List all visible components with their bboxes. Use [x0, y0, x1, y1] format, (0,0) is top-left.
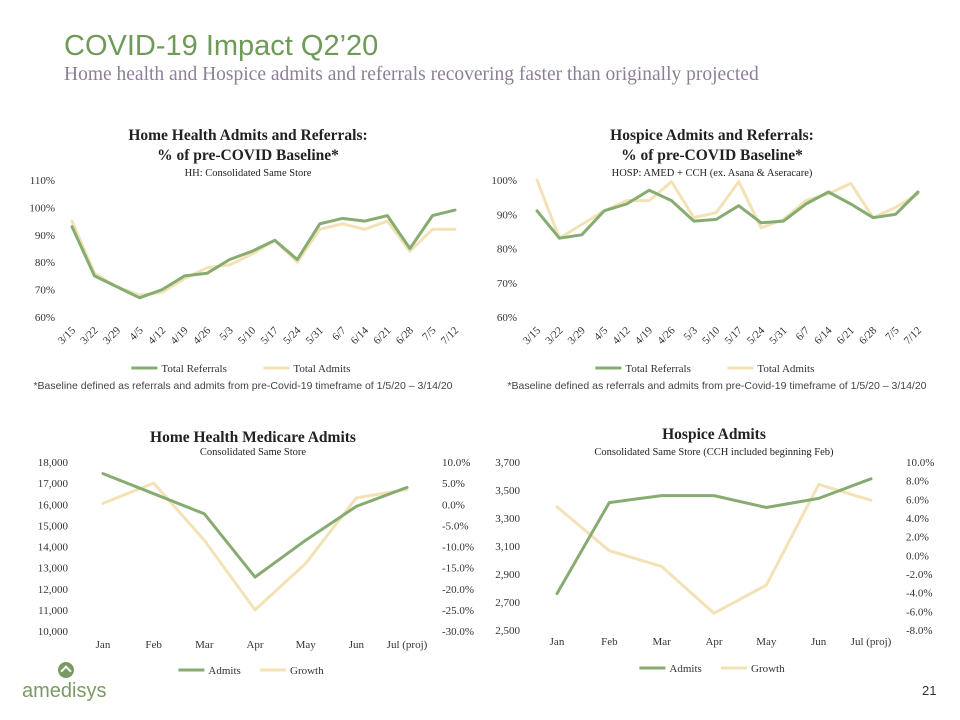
chart-title: Home Health Medicare Admits	[150, 429, 356, 446]
series-line-growth	[555, 482, 873, 615]
footnote-right: *Baseline defined as referrals and admit…	[507, 380, 927, 392]
y2-tick-label: -6.0%	[906, 606, 933, 618]
x-tick-label: Feb	[145, 639, 162, 651]
chart-title: Home Health Admits and Referrals:	[128, 127, 367, 144]
y2-tick-label: -4.0%	[906, 588, 933, 600]
x-tick-label: May	[296, 639, 317, 651]
series-line-total-referrals	[535, 188, 920, 240]
y-tick-label: 90%	[497, 209, 517, 221]
y-tick-label: 11,000	[38, 605, 68, 617]
y-tick-label: 2,700	[495, 597, 520, 609]
series-line-admits	[555, 477, 873, 596]
chart-title: Hospice Admits	[662, 426, 766, 443]
series-line-admits	[101, 472, 409, 579]
legend-label: Growth	[751, 663, 785, 675]
y2-tick-label: -8.0%	[906, 625, 933, 637]
chart-subtitle: Consolidated Same Store (CCH included be…	[594, 447, 834, 458]
x-tick-label: May	[756, 636, 777, 648]
y2-tick-label: 10.0%	[906, 457, 934, 469]
house-icon	[58, 662, 74, 678]
y2-tick-label: -20.0%	[442, 584, 474, 596]
legend-label: Total Admits	[757, 363, 814, 375]
x-tick-label: Jun	[811, 636, 827, 648]
y-tick-label: 80%	[497, 244, 517, 256]
y-tick-label: 12,000	[38, 584, 69, 596]
chart-title-line2: % of pre-COVID Baseline*	[621, 147, 803, 164]
series-line-growth	[101, 481, 409, 612]
y-tick-label: 18,000	[38, 457, 69, 469]
y-tick-label: 10,000	[38, 626, 69, 638]
slide-subtitle: Home health and Hospice admits and refer…	[64, 64, 759, 85]
y2-tick-label: 5.0%	[442, 478, 465, 490]
home-health-admits-referrals-chart: Home Health Admits and Referrals: % of pr…	[29, 127, 461, 375]
y-tick-label: 15,000	[38, 520, 69, 532]
legend-label: Total Referrals	[161, 363, 227, 375]
y-tick-label: 3,700	[495, 457, 520, 469]
y-tick-label: 60%	[497, 312, 517, 324]
chart-title: Hospice Admits and Referrals:	[610, 127, 814, 144]
y-tick-label: 3,300	[495, 513, 520, 525]
y2-tick-label: 0.0%	[442, 499, 465, 511]
legend-label: Total Admits	[293, 363, 350, 375]
hospice-admits-referrals-chart: Hospice Admits and Referrals: % of pre-CO…	[491, 127, 924, 375]
y-tick-label: 60%	[35, 312, 55, 324]
legend-label: Growth	[290, 665, 324, 677]
chart-subtitle: HH: Consolidated Same Store	[185, 168, 312, 179]
home-health-medicare-admits-chart: Home Health Medicare AdmitsConsolidated …	[38, 429, 474, 677]
y2-tick-label: -30.0%	[442, 626, 474, 638]
y-tick-label: 70%	[35, 285, 55, 297]
x-tick-label: Jun	[349, 639, 365, 651]
y-tick-label: 100%	[491, 175, 517, 187]
x-tick-label: Apr	[705, 636, 722, 648]
y2-tick-label: 10.0%	[442, 457, 470, 469]
x-tick-label: Jan	[550, 636, 565, 648]
slide-title: COVID-19 Impact Q2’20	[64, 30, 379, 62]
y2-tick-label: -10.0%	[442, 542, 474, 554]
y-tick-label: 2,500	[495, 625, 520, 637]
y2-tick-label: 6.0%	[906, 494, 929, 506]
y-tick-label: 110%	[30, 175, 55, 187]
y-tick-label: 3,100	[495, 541, 520, 553]
footnote-left: *Baseline defined as referrals and admit…	[33, 380, 453, 392]
y-tick-label: 16,000	[38, 499, 69, 511]
y2-tick-label: 2.0%	[906, 532, 929, 544]
y2-tick-label: 0.0%	[906, 550, 929, 562]
y-tick-label: 14,000	[38, 542, 69, 554]
series-line-total-referrals	[70, 208, 457, 300]
logo-text: amedisys	[22, 680, 107, 702]
legend-label: Admits	[208, 665, 240, 677]
legend-label: Admits	[669, 663, 701, 675]
y2-tick-label: -5.0%	[442, 520, 469, 532]
page-number: 21	[922, 683, 937, 698]
y-tick-label: 13,000	[38, 563, 69, 575]
amedisys-logo: amedisys	[22, 662, 122, 702]
y2-tick-label: 8.0%	[906, 476, 929, 488]
chart-title-line2: % of pre-COVID Baseline*	[157, 147, 339, 164]
y-tick-label: 100%	[29, 202, 55, 214]
x-tick-label: Jan	[96, 639, 111, 651]
x-tick-label: Jul (proj)	[851, 636, 892, 648]
y-tick-label: 80%	[35, 257, 55, 269]
y-tick-label: 90%	[35, 230, 55, 242]
x-tick-label: Jul (proj)	[387, 639, 428, 651]
y-tick-label: 2,900	[495, 569, 520, 581]
y2-tick-label: -2.0%	[906, 569, 933, 581]
y2-tick-label: -15.0%	[442, 563, 474, 575]
chart-subtitle: Consolidated Same Store	[200, 447, 306, 458]
x-tick-label: Feb	[601, 636, 618, 648]
x-tick-label: Apr	[246, 639, 263, 651]
y-tick-label: 17,000	[38, 478, 69, 490]
x-tick-label: Mar	[195, 639, 214, 651]
chart-subtitle: HOSP: AMED + CCH (ex. Asana & Aseracare)	[612, 168, 813, 179]
y-tick-label: 3,500	[495, 485, 520, 497]
x-tick-label: Mar	[653, 636, 672, 648]
y2-tick-label: -25.0%	[442, 605, 474, 617]
legend-label: Total Referrals	[625, 363, 691, 375]
y2-tick-label: 4.0%	[906, 513, 929, 525]
y-tick-label: 70%	[497, 278, 517, 290]
